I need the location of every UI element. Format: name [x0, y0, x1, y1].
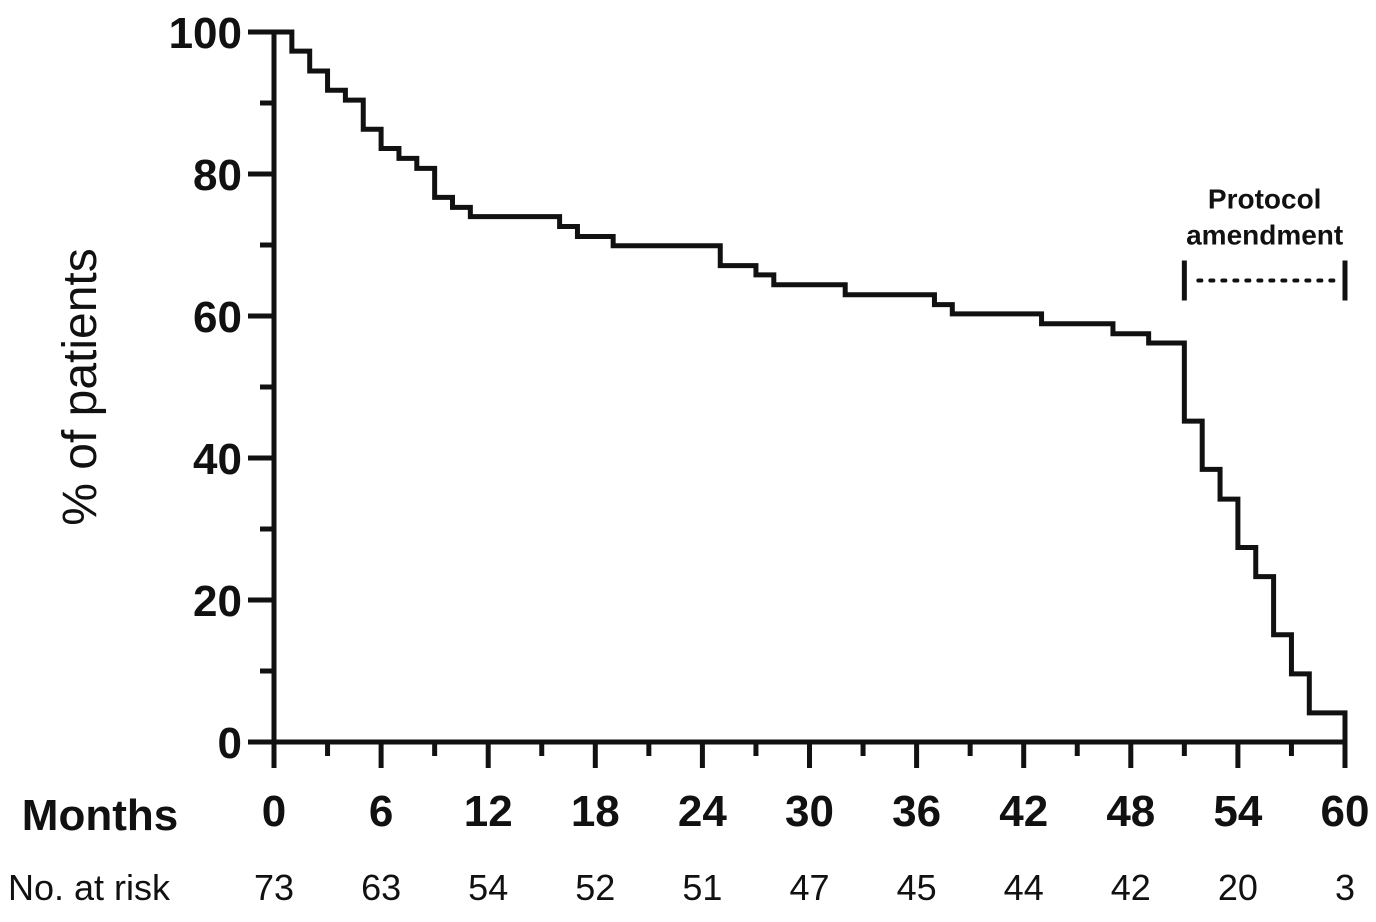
km-curve-series — [274, 29, 1348, 742]
risk-table-label: No. at risk — [8, 867, 171, 908]
y-tick-label: 100 — [169, 9, 242, 58]
y-axis: 0 20 40 60 80 100 — [169, 9, 277, 768]
annotation-line2: amendment — [1186, 220, 1343, 251]
x-tick-label: 18 — [571, 787, 620, 836]
x-axis: 0 6 12 18 24 30 36 42 48 54 60 — [262, 739, 1370, 836]
risk-value: 20 — [1218, 867, 1258, 908]
risk-value: 54 — [468, 867, 508, 908]
risk-value: 47 — [789, 867, 829, 908]
y-tick-label: 20 — [193, 577, 242, 626]
risk-value: 51 — [682, 867, 722, 908]
x-tick-label: 48 — [1106, 787, 1155, 836]
x-tick-label: 30 — [785, 787, 834, 836]
y-axis-label: % of patients — [54, 248, 107, 526]
protocol-amendment-annotation: Protocol amendment — [1181, 184, 1348, 301]
x-tick-label: 24 — [678, 787, 727, 836]
risk-value: 44 — [1004, 867, 1044, 908]
x-axis-label: Months — [22, 791, 178, 840]
annotation-line1: Protocol — [1208, 184, 1322, 215]
x-tick-label: 42 — [999, 787, 1048, 836]
x-tick-label: 36 — [892, 787, 941, 836]
x-tick-label: 12 — [464, 787, 513, 836]
risk-value: 52 — [575, 867, 615, 908]
risk-value: 63 — [361, 867, 401, 908]
risk-table-values: 73 63 54 52 51 47 45 44 42 20 3 — [254, 867, 1355, 908]
y-tick-label: 40 — [193, 435, 242, 484]
risk-value: 73 — [254, 867, 294, 908]
x-tick-label: 0 — [262, 787, 286, 836]
risk-value: 45 — [897, 867, 937, 908]
x-tick-label: 54 — [1213, 787, 1262, 836]
x-tick-label: 6 — [369, 787, 393, 836]
y-tick-label: 80 — [193, 151, 242, 200]
y-tick-label: 0 — [218, 719, 242, 768]
x-tick-label: 60 — [1321, 787, 1370, 836]
risk-value: 3 — [1335, 867, 1355, 908]
y-tick-label: 60 — [193, 293, 242, 342]
risk-value: 42 — [1111, 867, 1151, 908]
